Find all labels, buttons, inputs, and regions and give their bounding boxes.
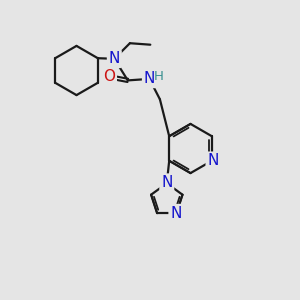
Text: N: N (207, 153, 219, 168)
Text: N: N (109, 51, 120, 66)
Text: N: N (170, 206, 182, 220)
Text: O: O (103, 69, 115, 84)
Text: N: N (144, 71, 155, 86)
Text: N: N (161, 175, 172, 190)
Text: H: H (154, 70, 163, 83)
